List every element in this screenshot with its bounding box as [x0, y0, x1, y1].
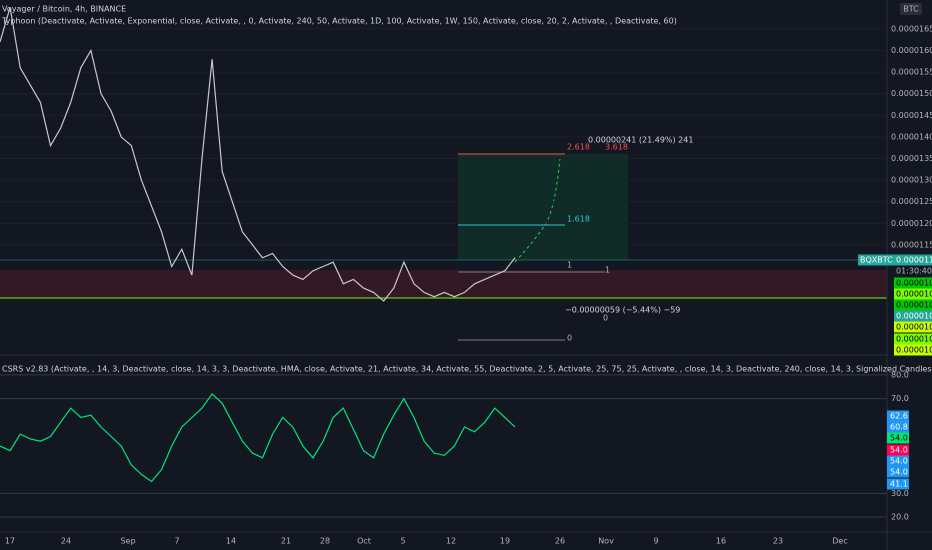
- value-tag: [887, 421, 909, 433]
- indicator-title: Typhoon (Deactivate, Activate, Exponenti…: [1, 17, 677, 26]
- currency-button[interactable]: [900, 3, 922, 15]
- price-tag-label: 01:30:40: [896, 267, 932, 276]
- annotation: 1: [567, 261, 572, 270]
- value-tag: [887, 444, 909, 456]
- price-tag: [894, 254, 932, 266]
- price-tag: [894, 344, 932, 356]
- price-tag: [894, 288, 932, 300]
- chart-title: Voyager / Bitcoin, 4h, BINANCE: [2, 5, 126, 14]
- profit-zone: [458, 154, 628, 260]
- value-tag-label: 62.6: [890, 412, 908, 421]
- price-tag-label: BQXBTC: [860, 256, 893, 265]
- price-tag: [894, 333, 932, 345]
- x-tick-label: Nov: [598, 537, 614, 546]
- annotation: 0.00000241 (21.49%) 241: [588, 136, 693, 145]
- value-tag: [887, 466, 909, 478]
- x-tick-label: 12: [446, 537, 456, 546]
- value-tag-label: 54.0: [890, 468, 908, 477]
- indicator-title: CSRS v2.83 (Activate, , 14, 3, Deactivat…: [2, 365, 932, 374]
- annotation: 0: [567, 334, 572, 343]
- price-tag: [894, 277, 932, 289]
- x-tick-label: 23: [773, 537, 783, 546]
- resistance-zone: [0, 270, 887, 298]
- x-tick-label: Dec: [832, 537, 847, 546]
- series-line: [0, 7, 516, 302]
- x-tick-label: 19: [500, 537, 510, 546]
- annotation: 1.618: [567, 215, 590, 224]
- price-tag-label: 0.00001067: [896, 301, 932, 310]
- value-tag-label: 54.0: [890, 434, 908, 443]
- price-tag-label: 0.00001097: [896, 279, 932, 288]
- series-line: [0, 392, 516, 483]
- value-tag-label: 54.0: [890, 446, 908, 455]
- x-tick-label: 5: [400, 537, 405, 546]
- price-tag: [894, 310, 932, 322]
- value-tag: [887, 410, 909, 422]
- value-tag-label: 60.8: [890, 423, 908, 432]
- price-tag: [858, 254, 894, 266]
- y-tick-label: 70.0: [891, 394, 909, 403]
- x-tick-label: 28: [320, 537, 330, 546]
- y-tick-label: 0.00001650: [891, 24, 932, 33]
- y-tick-label: 30.0: [891, 489, 909, 498]
- value-tag: [887, 455, 909, 467]
- y-tick-label: 80.0: [891, 370, 909, 379]
- price-tag: [894, 265, 932, 277]
- x-tick-label: 14: [226, 537, 236, 546]
- projection: [514, 157, 561, 263]
- x-tick-label: 17: [5, 537, 15, 546]
- x-tick-label: 21: [281, 537, 291, 546]
- x-tick-label: Sep: [120, 537, 135, 546]
- value-tag: [887, 432, 909, 444]
- x-tick-label: 24: [61, 537, 71, 546]
- value-tag: [887, 478, 909, 490]
- x-tick-label: Oct: [357, 537, 371, 546]
- annotation: 1: [605, 266, 610, 275]
- currency[interactable]: BTC: [903, 5, 919, 14]
- x-tick-label: 16: [716, 537, 726, 546]
- price-tag-label: 0.00001018: [896, 346, 932, 355]
- x-tick-label: 9: [653, 537, 658, 546]
- annotation: −0.00000059 (−5.44%) −59: [565, 306, 680, 315]
- annotation: 2.618: [567, 143, 590, 152]
- value-tag-label: 41.1: [890, 480, 908, 489]
- price-tag-label: 0.00001027: [896, 335, 932, 344]
- annotation: 0: [603, 314, 608, 323]
- x-tick-label: 26: [555, 537, 565, 546]
- price-tag-label: 0.00001120: [896, 256, 932, 265]
- price-tag-label: 0.00001053: [896, 312, 932, 321]
- annotation: 3.618: [605, 143, 628, 152]
- price-tag: [894, 321, 932, 333]
- y-tick-label: 20.0: [891, 513, 909, 522]
- x-tick-label: 7: [174, 537, 179, 546]
- price-tag-label: 0.00001083: [896, 290, 932, 299]
- value-tag-label: 54.0: [890, 457, 908, 466]
- price-tag: [894, 299, 932, 311]
- price-tag-label: 0.00001030: [896, 323, 932, 332]
